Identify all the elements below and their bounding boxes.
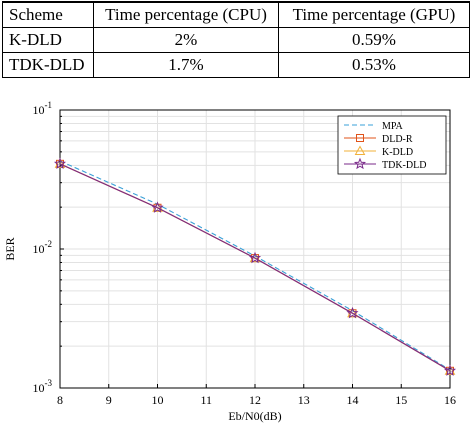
data-point <box>444 365 456 375</box>
legend-marker <box>354 145 366 155</box>
table-row: K-DLD 2% 0.59% <box>2 27 470 53</box>
data-point <box>248 251 262 264</box>
data-point <box>53 157 67 169</box>
header-cpu: Time percentage (CPU) <box>93 1 279 28</box>
data-point <box>443 364 457 376</box>
legend-item: TDK-DLD <box>344 157 426 171</box>
data-point <box>347 307 358 318</box>
cell-gpu: 0.53% <box>278 52 470 78</box>
legend-marker <box>353 157 367 170</box>
x-tick-label: 13 <box>298 393 310 407</box>
cell-cpu: 2% <box>93 27 279 53</box>
header-scheme: Scheme <box>2 1 94 28</box>
table-header-row: Scheme Time percentage (CPU) Time percen… <box>2 1 470 28</box>
y-tick-label: 10-1 <box>33 100 53 117</box>
legend-label: TDK-DLD <box>382 160 426 171</box>
cell-gpu: 0.59% <box>278 27 470 53</box>
x-tick-label: 16 <box>444 393 456 407</box>
legend: MPA DLD-R K-DLD TDK-DLD <box>337 115 447 175</box>
x-tick-label: 10 <box>152 393 164 407</box>
series-mpa <box>59 160 451 371</box>
series-line <box>59 160 451 371</box>
legend-label: DLD-R <box>382 134 413 145</box>
series-tdk-dld <box>53 157 457 376</box>
data-point <box>249 252 261 263</box>
cell-cpu: 1.7% <box>93 52 279 78</box>
header-gpu: Time percentage (GPU) <box>278 1 470 28</box>
y-tick-label: 10-2 <box>33 239 53 256</box>
legend-label: MPA <box>382 121 404 132</box>
table-row: TDK-DLD 1.7% 0.53% <box>2 52 470 78</box>
x-axis-label: Eb/N0(dB) <box>228 409 281 423</box>
legend-marker <box>356 134 364 142</box>
x-tick-label: 9 <box>106 393 112 407</box>
axis-ticks: 8 9 10 11 12 13 14 15 16 10-1 10-2 10-3 <box>33 100 457 407</box>
cell-scheme: TDK-DLD <box>2 52 94 78</box>
x-tick-label: 8 <box>57 393 63 407</box>
y-axis-label: BER <box>3 237 17 260</box>
legend-item: MPA <box>344 121 404 132</box>
x-tick-label: 12 <box>249 393 261 407</box>
legend-item: DLD-R <box>344 134 413 145</box>
x-tick-label: 15 <box>395 393 407 407</box>
series-line <box>59 163 451 372</box>
ber-line-chart: 8 9 10 11 12 13 14 15 16 10-1 10-2 10-3 Eb/N0(dB) B… <box>3 100 457 423</box>
data-point <box>151 201 164 213</box>
data-point <box>346 306 359 319</box>
legend-label: K-DLD <box>382 147 413 158</box>
time-percentage-table: Scheme Time percentage (CPU) Time percen… <box>2 1 470 78</box>
x-tick-label: 14 <box>347 393 359 407</box>
y-tick-label: 10-3 <box>33 378 53 395</box>
data-point <box>54 158 66 168</box>
series-group <box>53 157 457 376</box>
x-tick-label: 11 <box>200 393 212 407</box>
legend-item: K-DLD <box>344 145 413 158</box>
cell-scheme: K-DLD <box>2 27 94 53</box>
